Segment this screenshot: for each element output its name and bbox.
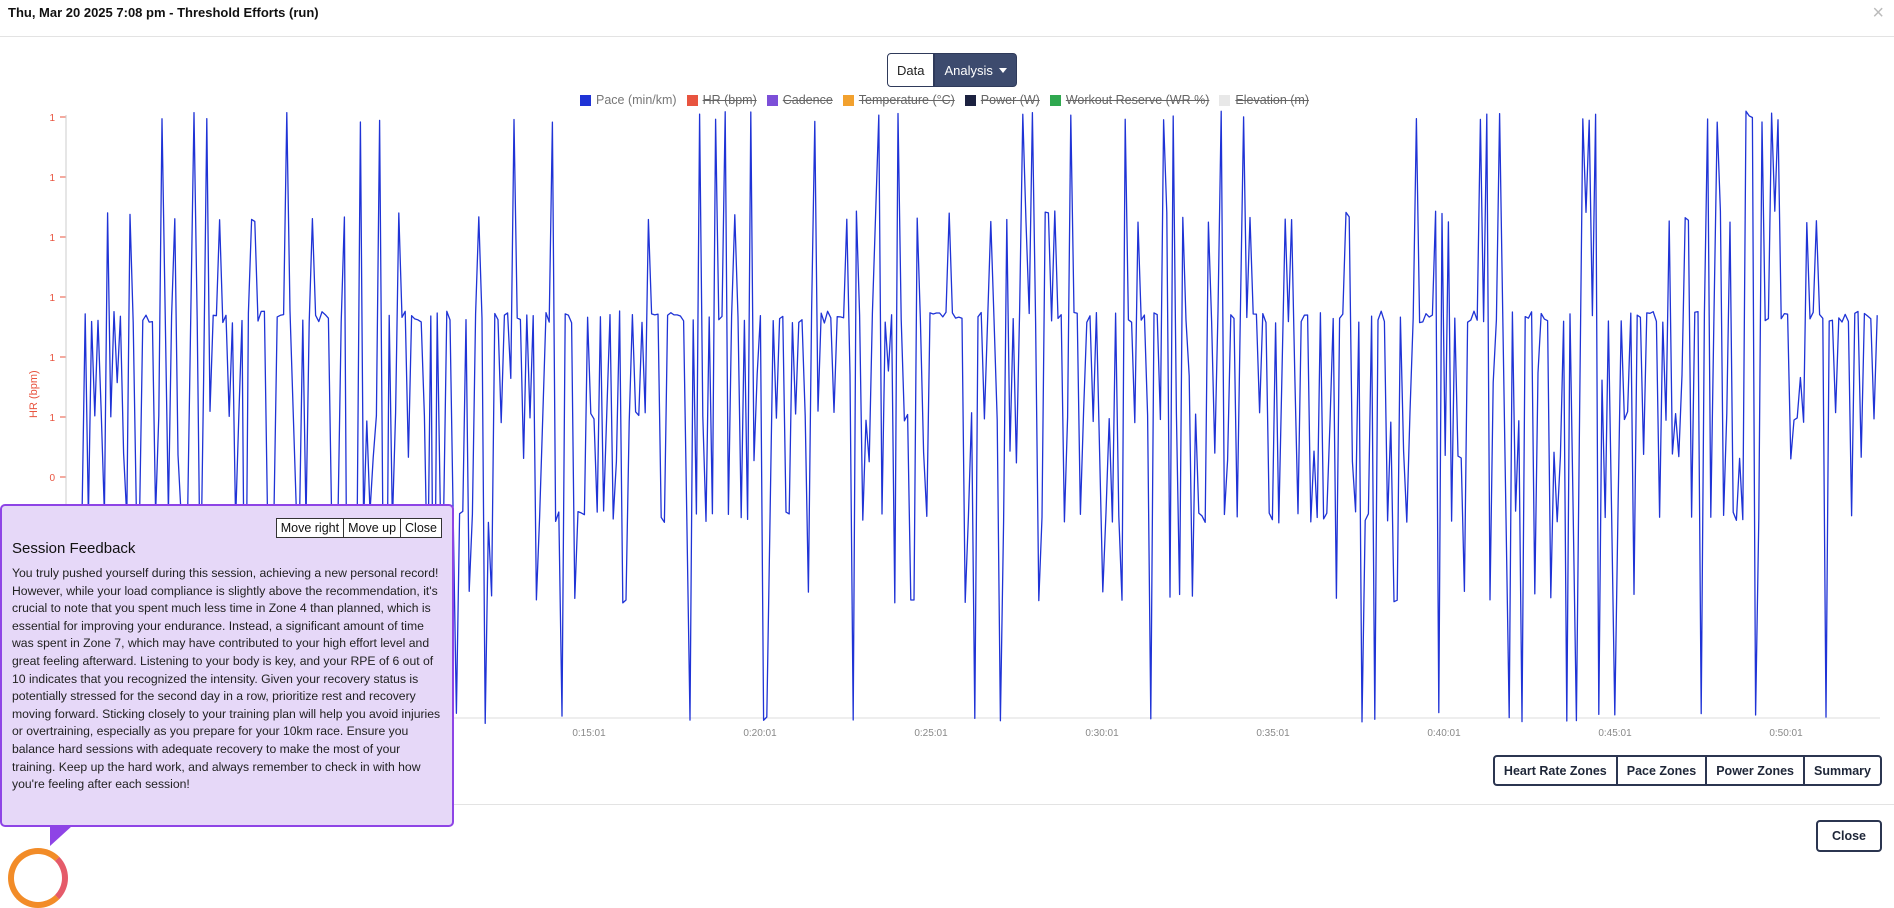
x-tick-label: 0:20:01 <box>743 728 777 739</box>
x-tick-label: 0:35:01 <box>1256 728 1290 739</box>
coach-avatar[interactable] <box>8 848 68 908</box>
x-tick-label: 0:30:01 <box>1085 728 1119 739</box>
analysis-dropdown-button[interactable]: Analysis <box>934 53 1017 87</box>
legend-item[interactable]: Workout Reserve (WR %) <box>1049 93 1210 107</box>
feedback-controls: Move right Move up Close <box>275 518 442 538</box>
y-tick-label: 1 <box>49 353 55 364</box>
move-up-button[interactable]: Move up <box>343 518 402 538</box>
footer-divider <box>0 804 1894 805</box>
legend-item[interactable]: Elevation (m) <box>1219 93 1309 107</box>
popup-pointer <box>50 826 72 846</box>
feedback-body: You truly pushed yourself during this se… <box>12 566 441 792</box>
legend-label: Elevation (m) <box>1235 93 1310 107</box>
legend-swatch <box>766 94 778 106</box>
legend-item[interactable]: Power (W) <box>964 93 1040 107</box>
power-zones-button[interactable]: Power Zones <box>1705 755 1806 786</box>
legend-item[interactable]: Pace (min/km) <box>580 93 677 107</box>
x-axis-ticks: 0:15:01 0:20:01 0:25:01 0:30:01 0:35:01 0:40:… <box>572 728 1803 739</box>
legend-label: Power (W) <box>980 93 1040 107</box>
legend-swatch <box>964 94 976 106</box>
close-button[interactable]: Close <box>1815 820 1882 852</box>
summary-button[interactable]: Summary <box>1803 755 1882 786</box>
view-toggle: Data Analysis <box>887 53 1017 87</box>
analysis-label: Analysis <box>944 62 993 78</box>
x-tick-label: 0:40:01 <box>1427 728 1461 739</box>
feedback-title: Session Feedback <box>12 540 136 557</box>
legend-label: Workout Reserve (WR %) <box>1065 93 1210 107</box>
legend-swatch <box>580 94 591 106</box>
legend-swatch <box>1219 94 1231 106</box>
y-axis-ticks: 1 1 1 1 1 1 0 <box>49 113 66 484</box>
legend-label: Pace (min/km) <box>596 93 677 107</box>
legend-swatch <box>686 94 698 106</box>
chart-legend: Pace (min/km) HR (bpm) Cadence Temperature … <box>580 93 1309 107</box>
y-tick-label: 1 <box>49 173 55 184</box>
x-tick-label: 0:50:01 <box>1769 728 1803 739</box>
y-tick-label: 1 <box>49 293 55 304</box>
pace-series-line <box>81 110 1878 725</box>
zone-button-group: Heart Rate Zones Pace Zones Power Zones … <box>1492 755 1882 786</box>
data-tab-button[interactable]: Data <box>887 53 935 87</box>
legend-label: HR (bpm) <box>702 93 757 107</box>
heart-rate-zones-button[interactable]: Heart Rate Zones <box>1492 755 1618 786</box>
x-tick-label: 0:25:01 <box>914 728 948 739</box>
legend-item[interactable]: HR (bpm) <box>686 93 757 107</box>
legend-label: Temperature (°C) <box>858 93 955 107</box>
legend-label: Cadence <box>782 93 833 107</box>
y-tick-label: 1 <box>49 113 55 124</box>
y-tick-label: 1 <box>49 233 55 244</box>
y-tick-label: 1 <box>49 413 55 424</box>
x-tick-label: 0:15:01 <box>572 728 606 739</box>
y-tick-label: 0 <box>49 473 55 484</box>
session-feedback-popup: Move right Move up Close Session Feedbac… <box>0 504 454 827</box>
x-tick-label: 0:45:01 <box>1598 728 1632 739</box>
feedback-close-button[interactable]: Close <box>400 518 442 538</box>
modal-header: Thu, Mar 20 2025 7:08 pm - Threshold Eff… <box>0 0 1894 37</box>
legend-swatch <box>842 94 854 106</box>
legend-item[interactable]: Cadence <box>766 93 833 107</box>
close-icon[interactable]: × <box>1872 2 1884 24</box>
modal-title: Thu, Mar 20 2025 7:08 pm - Threshold Eff… <box>8 5 319 20</box>
y-axis-label: HR (bpm) <box>28 370 40 418</box>
legend-item[interactable]: Temperature (°C) <box>842 93 955 107</box>
move-right-button[interactable]: Move right <box>275 518 345 538</box>
caret-down-icon <box>998 67 1007 73</box>
pace-zones-button[interactable]: Pace Zones <box>1615 755 1708 786</box>
legend-swatch <box>1049 94 1061 106</box>
